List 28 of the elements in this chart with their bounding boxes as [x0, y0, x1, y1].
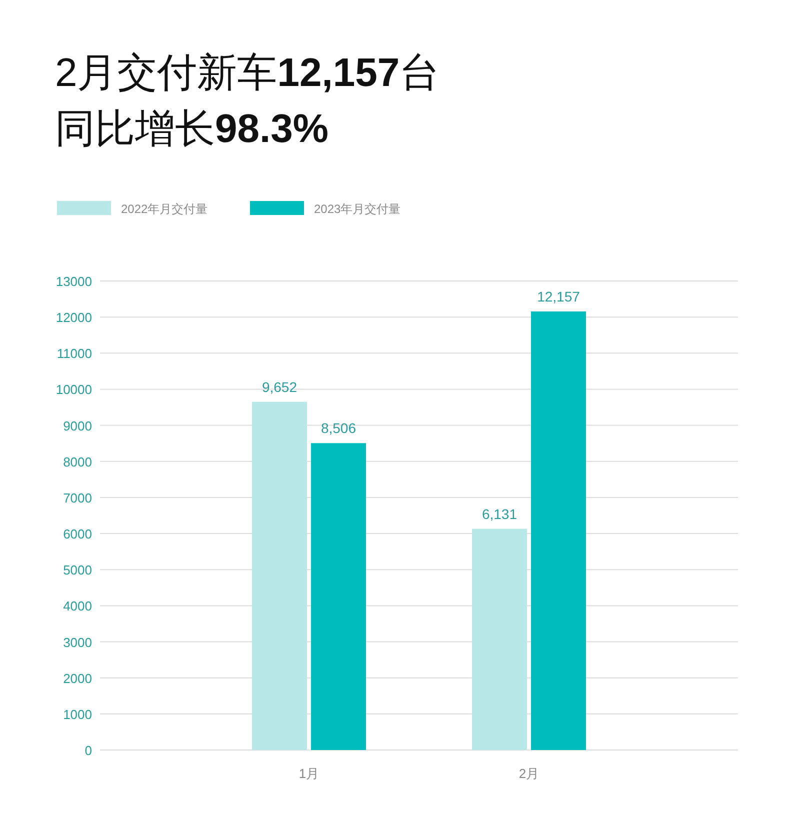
y-tick-label: 8000 — [63, 454, 92, 470]
data-label: 8,506 — [320, 420, 356, 436]
chart-subtitle: 同比增长98.3% — [55, 107, 328, 151]
chart-title: 2月交付新车12,157台 — [55, 51, 440, 95]
bar — [531, 311, 586, 750]
bar — [252, 402, 307, 750]
y-tick-label: 12000 — [56, 310, 92, 326]
legend-label: 2022年月交付量 — [121, 202, 208, 216]
y-tick-label: 2000 — [63, 670, 92, 686]
y-tick-label: 13000 — [56, 274, 92, 289]
data-label: 9,652 — [262, 378, 298, 395]
y-tick-label: 10000 — [56, 382, 92, 398]
y-tick-label: 3000 — [63, 634, 92, 650]
x-tick-label: 1月 — [298, 766, 320, 781]
y-tick-label: 7000 — [63, 490, 92, 506]
bar — [311, 443, 366, 750]
y-tick-label: 6000 — [63, 526, 92, 542]
bar — [472, 528, 527, 750]
y-tick-label: 11000 — [56, 346, 92, 362]
y-tick-label: 4000 — [63, 598, 92, 614]
data-label: 6,131 — [482, 506, 518, 522]
legend-label: 2023年月交付量 — [314, 202, 401, 216]
y-tick-label: 5000 — [63, 562, 92, 578]
data-label: 12,157 — [537, 288, 580, 304]
x-tick-label: 2月 — [518, 766, 540, 781]
y-tick-label: 9000 — [63, 418, 92, 434]
y-tick-label: 0 — [84, 743, 92, 758]
y-tick-label: 1000 — [63, 706, 92, 722]
